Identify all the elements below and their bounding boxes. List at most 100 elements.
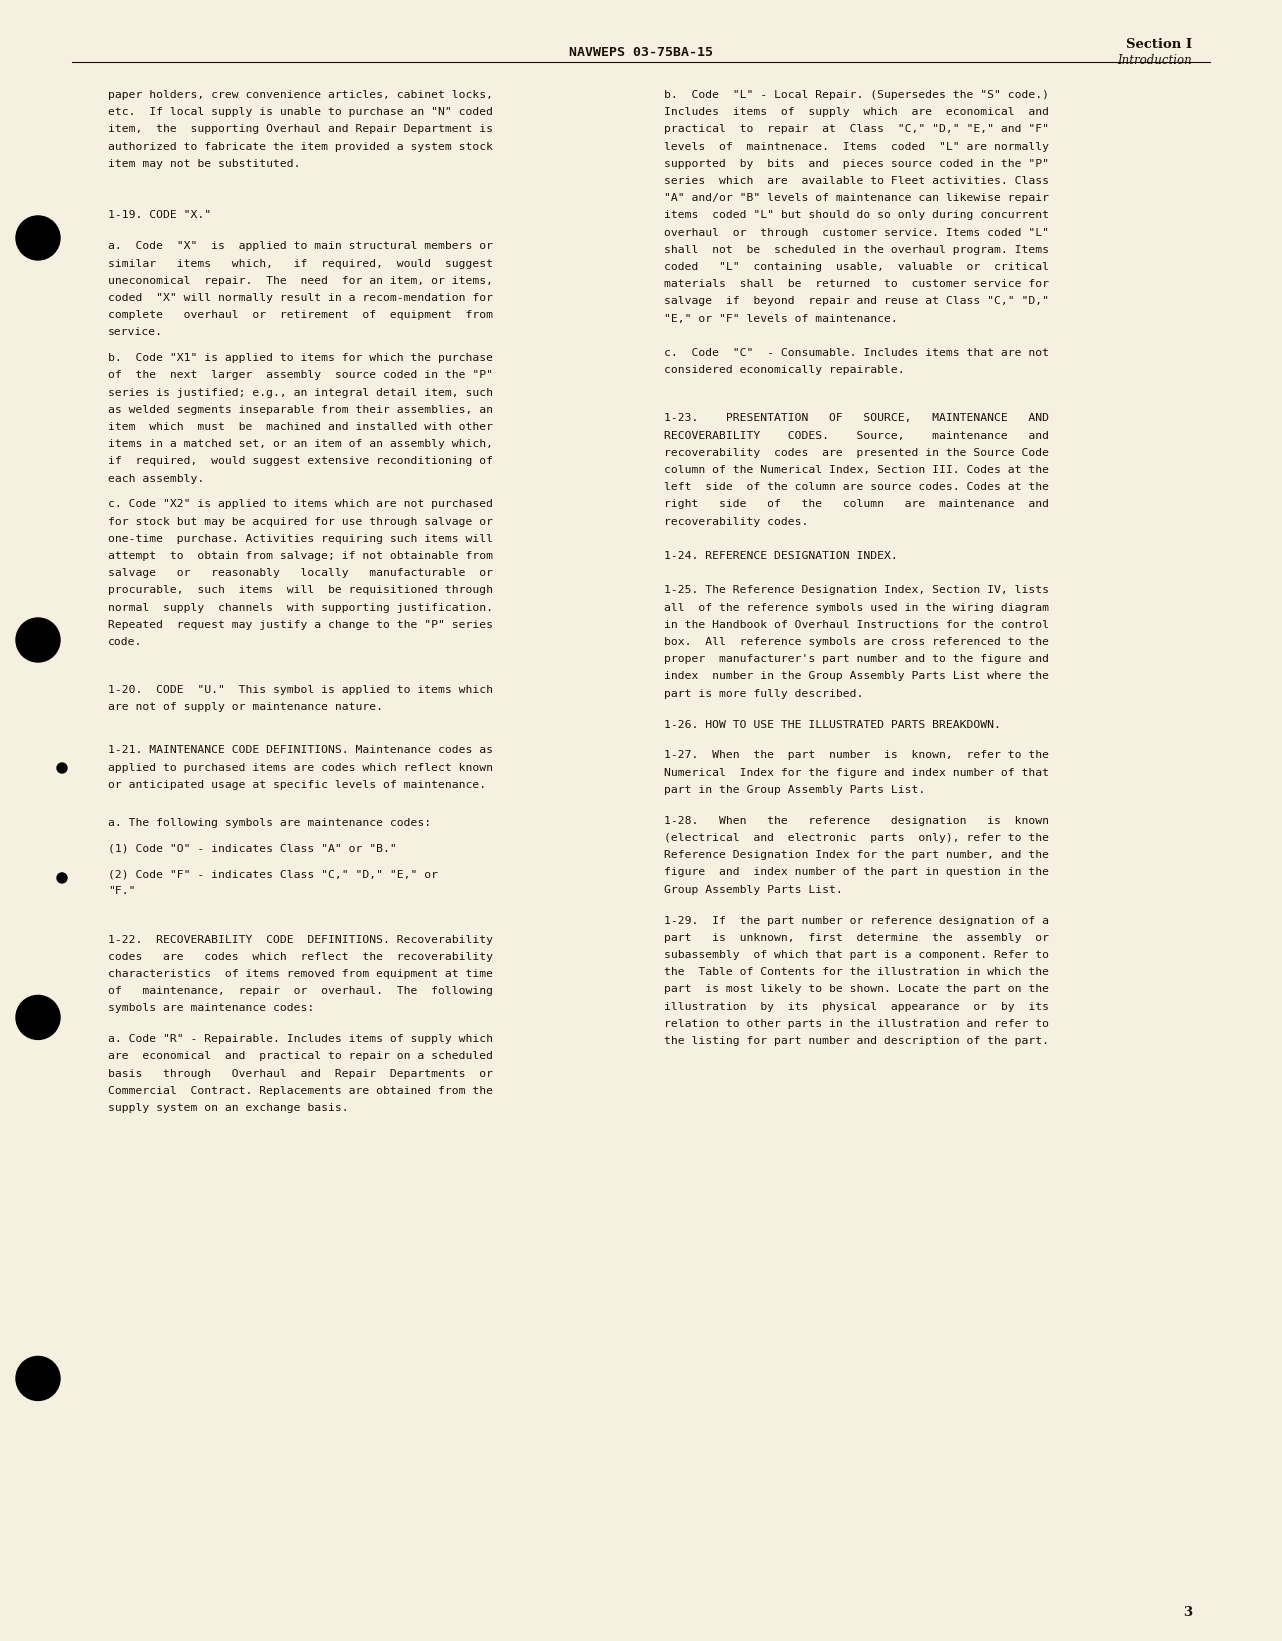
Text: similar   items   which,   if  required,  would  suggest: similar items which, if required, would … xyxy=(108,259,494,269)
Text: complete   overhaul  or  retirement  of  equipment  from: complete overhaul or retirement of equip… xyxy=(108,310,494,320)
Text: salvage   or   reasonably   locally   manufacturable  or: salvage or reasonably locally manufactur… xyxy=(108,568,494,578)
Text: 1-28.   When   the   reference   designation   is  known: 1-28. When the reference designation is … xyxy=(664,816,1049,825)
Text: in the Handbook of Overhaul Instructions for the control: in the Handbook of Overhaul Instructions… xyxy=(664,620,1049,630)
Text: service.: service. xyxy=(108,327,163,338)
Text: RECOVERABILITY    CODES.    Source,    maintenance   and: RECOVERABILITY CODES. Source, maintenanc… xyxy=(664,430,1049,440)
Text: paper holders, crew convenience articles, cabinet locks,: paper holders, crew convenience articles… xyxy=(108,90,494,100)
Text: considered economically repairable.: considered economically repairable. xyxy=(664,366,905,376)
Text: supply system on an exchange basis.: supply system on an exchange basis. xyxy=(108,1103,349,1113)
Text: Section I: Section I xyxy=(1126,38,1192,51)
Text: each assembly.: each assembly. xyxy=(108,474,204,484)
Text: 1-24. REFERENCE DESIGNATION INDEX.: 1-24. REFERENCE DESIGNATION INDEX. xyxy=(664,551,897,561)
Circle shape xyxy=(15,619,60,661)
Text: (2) Code "F" - indicates Class "C," "D," "E," or: (2) Code "F" - indicates Class "C," "D,"… xyxy=(108,870,438,880)
Text: part in the Group Assembly Parts List.: part in the Group Assembly Parts List. xyxy=(664,784,926,794)
Text: symbols are maintenance codes:: symbols are maintenance codes: xyxy=(108,1003,314,1014)
Circle shape xyxy=(15,217,60,259)
Text: part   is  unknown,  first  determine  the  assembly  or: part is unknown, first determine the ass… xyxy=(664,932,1049,944)
Text: subassembly  of which that part is a component. Refer to: subassembly of which that part is a comp… xyxy=(664,950,1049,960)
Text: left  side  of the column are source codes. Codes at the: left side of the column are source codes… xyxy=(664,482,1049,492)
Text: 3: 3 xyxy=(1183,1607,1192,1620)
Text: levels  of  maintnenace.  Items  coded  "L" are normally: levels of maintnenace. Items coded "L" a… xyxy=(664,141,1049,151)
Circle shape xyxy=(15,1357,60,1400)
Text: "E," or "F" levels of maintenance.: "E," or "F" levels of maintenance. xyxy=(664,313,897,323)
Text: series  which  are  available to Fleet activities. Class: series which are available to Fleet acti… xyxy=(664,176,1049,185)
Text: (electrical  and  electronic  parts  only), refer to the: (electrical and electronic parts only), … xyxy=(664,834,1049,843)
Text: overhaul  or  through  customer service. Items coded "L": overhaul or through customer service. It… xyxy=(664,228,1049,238)
Text: one-time  purchase. Activities requiring such items will: one-time purchase. Activities requiring … xyxy=(108,533,494,543)
Text: figure  and  index number of the part in question in the: figure and index number of the part in q… xyxy=(664,868,1049,878)
Text: 1-22.  RECOVERABILITY  CODE  DEFINITIONS. Recoverability: 1-22. RECOVERABILITY CODE DEFINITIONS. R… xyxy=(108,934,494,945)
Text: box.  All  reference symbols are cross referenced to the: box. All reference symbols are cross ref… xyxy=(664,637,1049,647)
Text: if  required,  would suggest extensive reconditioning of: if required, would suggest extensive rec… xyxy=(108,456,494,466)
Text: illustration  by  its  physical  appearance  or  by  its: illustration by its physical appearance … xyxy=(664,1001,1049,1011)
Text: applied to purchased items are codes which reflect known: applied to purchased items are codes whi… xyxy=(108,763,494,773)
Text: Repeated  request may justify a change to the "P" series: Repeated request may justify a change to… xyxy=(108,620,494,630)
Text: Reference Designation Index for the part number, and the: Reference Designation Index for the part… xyxy=(664,850,1049,860)
Circle shape xyxy=(56,763,67,773)
Text: 1-19. CODE "X.": 1-19. CODE "X." xyxy=(108,210,212,220)
Text: all  of the reference symbols used in the wiring diagram: all of the reference symbols used in the… xyxy=(664,602,1049,612)
Text: coded   "L"  containing  usable,  valuable  or  critical: coded "L" containing usable, valuable or… xyxy=(664,263,1049,272)
Text: item  which  must  be  machined and installed with other: item which must be machined and installe… xyxy=(108,422,494,432)
Text: 1-23.    PRESENTATION   OF   SOURCE,   MAINTENANCE   AND: 1-23. PRESENTATION OF SOURCE, MAINTENANC… xyxy=(664,414,1049,423)
Text: proper  manufacturer's part number and to the figure and: proper manufacturer's part number and to… xyxy=(664,655,1049,665)
Text: part is more fully described.: part is more fully described. xyxy=(664,689,863,699)
Text: uneconomical  repair.  The  need  for an item, or items,: uneconomical repair. The need for an ite… xyxy=(108,276,494,286)
Text: b.  Code  "L" - Local Repair. (Supersedes the "S" code.): b. Code "L" - Local Repair. (Supersedes … xyxy=(664,90,1049,100)
Text: Includes  items  of  supply  which  are  economical  and: Includes items of supply which are econo… xyxy=(664,107,1049,117)
Text: 1-29.  If  the part number or reference designation of a: 1-29. If the part number or reference de… xyxy=(664,916,1049,926)
Text: Commercial  Contract. Replacements are obtained from the: Commercial Contract. Replacements are ob… xyxy=(108,1086,494,1096)
Text: as welded segments inseparable from their assemblies, an: as welded segments inseparable from thei… xyxy=(108,405,494,415)
Text: recoverability codes.: recoverability codes. xyxy=(664,517,809,527)
Text: 1-20.  CODE  "U."  This symbol is applied to items which: 1-20. CODE "U." This symbol is applied t… xyxy=(108,686,494,696)
Text: supported  by  bits  and  pieces source coded in the "P": supported by bits and pieces source code… xyxy=(664,159,1049,169)
Text: coded  "X" will normally result in a recom-mendation for: coded "X" will normally result in a reco… xyxy=(108,294,494,304)
Text: normal  supply  channels  with supporting justification.: normal supply channels with supporting j… xyxy=(108,602,494,612)
Text: procurable,  such  items  will  be requisitioned through: procurable, such items will be requisiti… xyxy=(108,586,494,596)
Text: codes   are   codes  which  reflect  the  recoverability: codes are codes which reflect the recove… xyxy=(108,952,494,962)
Text: salvage  if  beyond  repair and reuse at Class "C," "D,": salvage if beyond repair and reuse at Cl… xyxy=(664,297,1049,307)
Text: etc.  If local supply is unable to purchase an "N" coded: etc. If local supply is unable to purcha… xyxy=(108,107,494,117)
Text: Group Assembly Parts List.: Group Assembly Parts List. xyxy=(664,884,842,894)
Text: index  number in the Group Assembly Parts List where the: index number in the Group Assembly Parts… xyxy=(664,671,1049,681)
Text: a. The following symbols are maintenance codes:: a. The following symbols are maintenance… xyxy=(108,817,431,827)
Circle shape xyxy=(15,996,60,1039)
Text: the  Table of Contents for the illustration in which the: the Table of Contents for the illustrati… xyxy=(664,967,1049,976)
Text: 1-26. HOW TO USE THE ILLUSTRATED PARTS BREAKDOWN.: 1-26. HOW TO USE THE ILLUSTRATED PARTS B… xyxy=(664,719,1001,730)
Text: code.: code. xyxy=(108,637,142,647)
Text: or anticipated usage at specific levels of maintenance.: or anticipated usage at specific levels … xyxy=(108,779,486,789)
Text: 1-21. MAINTENANCE CODE DEFINITIONS. Maintenance codes as: 1-21. MAINTENANCE CODE DEFINITIONS. Main… xyxy=(108,745,494,755)
Text: Introduction: Introduction xyxy=(1117,54,1192,67)
Text: are  economical  and  practical to repair on a scheduled: are economical and practical to repair o… xyxy=(108,1052,494,1062)
Text: b.  Code "X1" is applied to items for which the purchase: b. Code "X1" is applied to items for whi… xyxy=(108,353,494,363)
Text: "F.": "F." xyxy=(108,886,136,896)
Text: relation to other parts in the illustration and refer to: relation to other parts in the illustrat… xyxy=(664,1019,1049,1029)
Text: column of the Numerical Index, Section III. Codes at the: column of the Numerical Index, Section I… xyxy=(664,464,1049,474)
Text: characteristics  of items removed from equipment at time: characteristics of items removed from eq… xyxy=(108,968,494,980)
Text: the listing for part number and description of the part.: the listing for part number and descript… xyxy=(664,1035,1049,1045)
Text: 1-25. The Reference Designation Index, Section IV, lists: 1-25. The Reference Designation Index, S… xyxy=(664,586,1049,596)
Text: item,  the  supporting Overhaul and Repair Department is: item, the supporting Overhaul and Repair… xyxy=(108,125,494,135)
Text: authorized to fabricate the item provided a system stock: authorized to fabricate the item provide… xyxy=(108,141,494,151)
Text: practical  to  repair  at  Class  "C," "D," "E," and "F": practical to repair at Class "C," "D," "… xyxy=(664,125,1049,135)
Text: item may not be substituted.: item may not be substituted. xyxy=(108,159,300,169)
Text: Numerical  Index for the figure and index number of that: Numerical Index for the figure and index… xyxy=(664,768,1049,778)
Text: a. Code "R" - Repairable. Includes items of supply which: a. Code "R" - Repairable. Includes items… xyxy=(108,1034,494,1044)
Text: 1-27.  When  the  part  number  is  known,  refer to the: 1-27. When the part number is known, ref… xyxy=(664,750,1049,760)
Text: recoverability  codes  are  presented in the Source Code: recoverability codes are presented in th… xyxy=(664,448,1049,458)
Text: basis   through   Overhaul  and  Repair  Departments  or: basis through Overhaul and Repair Depart… xyxy=(108,1068,494,1078)
Text: for stock but may be acquired for use through salvage or: for stock but may be acquired for use th… xyxy=(108,517,494,527)
Text: shall  not  be  scheduled in the overhaul program. Items: shall not be scheduled in the overhaul p… xyxy=(664,245,1049,254)
Text: (1) Code "O" - indicates Class "A" or "B.": (1) Code "O" - indicates Class "A" or "B… xyxy=(108,843,396,853)
Text: are not of supply or maintenance nature.: are not of supply or maintenance nature. xyxy=(108,702,383,712)
Text: items  coded "L" but should do so only during concurrent: items coded "L" but should do so only du… xyxy=(664,210,1049,220)
Text: of   maintenance,  repair  or  overhaul.  The  following: of maintenance, repair or overhaul. The … xyxy=(108,986,494,996)
Text: part  is most likely to be shown. Locate the part on the: part is most likely to be shown. Locate … xyxy=(664,985,1049,994)
Text: items in a matched set, or an item of an assembly which,: items in a matched set, or an item of an… xyxy=(108,440,494,450)
Text: c.  Code  "C"  - Consumable. Includes items that are not: c. Code "C" - Consumable. Includes items… xyxy=(664,348,1049,358)
Text: attempt  to  obtain from salvage; if not obtainable from: attempt to obtain from salvage; if not o… xyxy=(108,551,494,561)
Text: of  the  next  larger  assembly  source coded in the "P": of the next larger assembly source coded… xyxy=(108,371,494,381)
Text: c. Code "X2" is applied to items which are not purchased: c. Code "X2" is applied to items which a… xyxy=(108,499,494,509)
Text: materials  shall  be  returned  to  customer service for: materials shall be returned to customer … xyxy=(664,279,1049,289)
